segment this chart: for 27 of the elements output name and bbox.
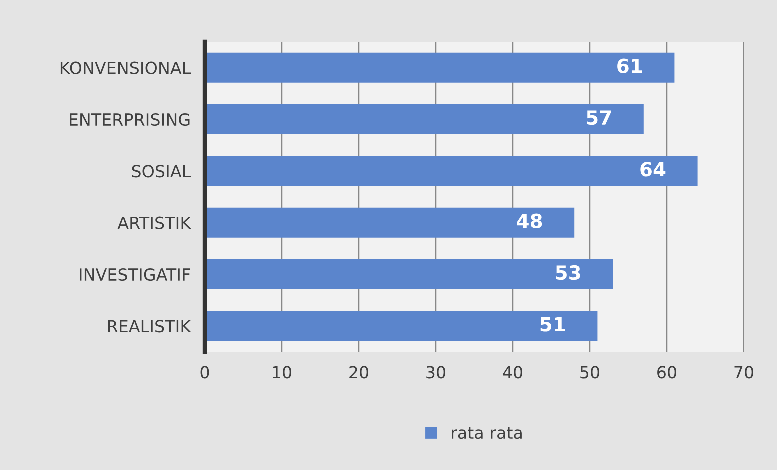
x-tick-label: 70 xyxy=(734,366,754,379)
y-tick-label: ENTERPRISING xyxy=(70,113,190,126)
y-tick-label: KONVENSIONAL xyxy=(60,62,192,74)
bar xyxy=(205,104,644,134)
x-tick-label: 50 xyxy=(580,366,600,379)
data-label: 51 xyxy=(540,317,566,332)
data-label: 64 xyxy=(640,162,666,177)
x-tick-label: 60 xyxy=(658,366,676,379)
data-label: 61 xyxy=(618,58,642,74)
x-tick-label: 40 xyxy=(503,366,522,379)
y-tick-label: SOSIAL xyxy=(132,165,192,178)
x-tick-label: 20 xyxy=(350,366,368,379)
bar xyxy=(205,52,675,83)
data-label: 48 xyxy=(517,214,542,228)
y-tick-label: INVESTIGATIF xyxy=(80,268,190,282)
bar xyxy=(205,311,598,342)
y-tick-label: REALISTIK xyxy=(108,320,192,333)
y-tick-label: ARTISTIK xyxy=(118,216,192,230)
bar xyxy=(205,156,698,186)
bar xyxy=(205,260,614,290)
x-tick-label: 10 xyxy=(273,366,292,379)
x-tick-label: 30 xyxy=(426,366,446,379)
data-label: 57 xyxy=(587,110,612,126)
legend-label: rata rata xyxy=(452,427,522,440)
bar xyxy=(205,208,575,238)
data-label: 53 xyxy=(556,265,580,280)
x-tick-label: 0 xyxy=(200,366,210,379)
